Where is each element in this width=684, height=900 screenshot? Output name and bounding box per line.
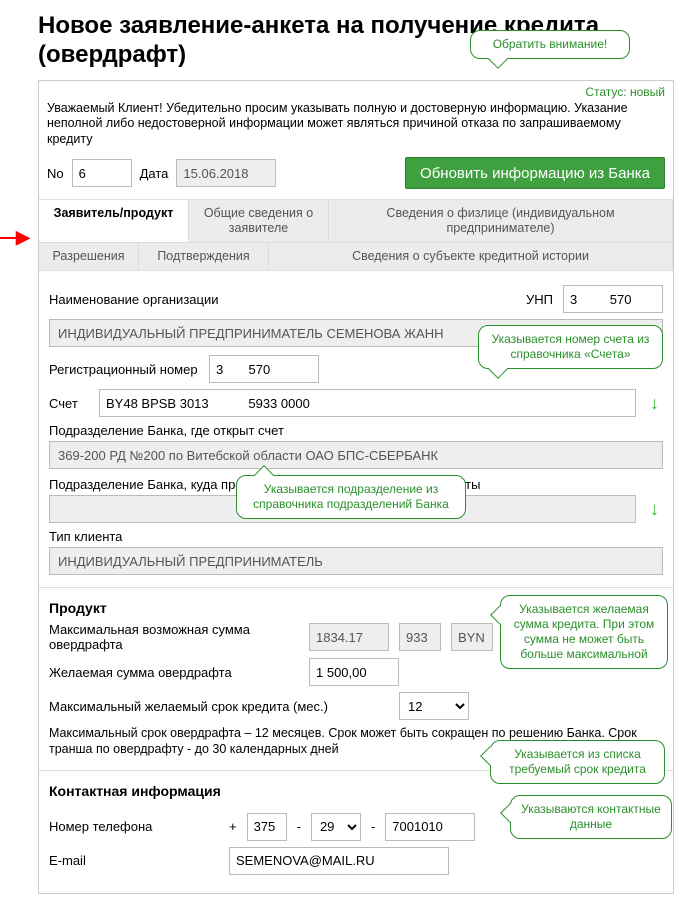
balloon-sum-text: Указывается желаемая сумма кредита. При … [514, 602, 655, 661]
email-input[interactable] [229, 847, 449, 875]
no-date-row: No Дата 15.06.2018 Обновить информацию и… [39, 157, 673, 199]
unp-label: УНП [526, 292, 553, 307]
branch-open-label: Подразделение Банка, где открыт счет [49, 423, 663, 438]
status-row: Статус: новый [39, 81, 673, 101]
max-overdraft-aux: 933 [399, 623, 441, 651]
tab-applicant-product[interactable]: Заявитель/продукт [39, 200, 189, 242]
tab-general-info[interactable]: Общие сведения о заявителе [189, 200, 329, 242]
plus-sign: + [229, 819, 237, 834]
balloon-contact: Указываются контактные данные [510, 795, 672, 839]
tab-confirmations[interactable]: Подтверждения [139, 243, 269, 270]
account-input[interactable] [99, 389, 636, 417]
tabs-primary: Заявитель/продукт Общие сведения о заяви… [39, 199, 673, 242]
balloon-term-text: Указывается из списка требуемый срок кре… [509, 747, 646, 776]
reg-no-label: Регистрационный номер [49, 362, 199, 377]
account-label: Счет [49, 396, 89, 411]
branch-docs-dropdown-icon[interactable]: ↓ [646, 499, 663, 520]
branch-open-value: 369-200 РД №200 по Витебской области ОАО… [49, 441, 663, 469]
date-label: Дата [140, 166, 169, 181]
tab-permissions[interactable]: Разрешения [39, 243, 139, 270]
currency-value: BYN [451, 623, 493, 651]
client-type-label: Тип клиента [49, 529, 663, 544]
balloon-sum: Указывается желаемая сумма кредита. При … [500, 595, 668, 669]
balloon-term: Указывается из списка требуемый срок кре… [490, 740, 665, 784]
tabs-secondary: Разрешения Подтверждения Сведения о субъ… [39, 242, 673, 270]
term-label: Максимальный желаемый срок кредита (мес.… [49, 699, 389, 714]
desired-sum-label: Желаемая сумма овердрафта [49, 665, 299, 680]
balloon-account: Указывается номер счета из справочника «… [478, 325, 663, 369]
balloon-attention-text: Обратить внимание! [493, 37, 608, 51]
status-value: новый [630, 85, 665, 99]
status-label: Статус: [585, 85, 626, 99]
unp-input[interactable] [563, 285, 663, 313]
phone-code-select[interactable]: 29 [311, 813, 361, 841]
dash1: - [297, 819, 301, 834]
max-overdraft-label: Максимальная возможная сумма овердрафта [49, 622, 299, 652]
phone-label: Номер телефона [49, 819, 219, 834]
org-name-label: Наименование организации [49, 292, 516, 307]
desired-sum-input[interactable] [309, 658, 399, 686]
balloon-branch: Указывается подразделение из справочника… [236, 475, 466, 519]
no-input[interactable] [72, 159, 132, 187]
term-select[interactable]: 12 [399, 692, 469, 720]
client-type-value: ИНДИВИДУАЛЬНЫЙ ПРЕДПРИНИМАТЕЛЬ [49, 547, 663, 575]
tab-credit-history[interactable]: Сведения о субъекте кредитной истории [269, 243, 673, 270]
tab-individual-info[interactable]: Сведения о физлице (индивидуальном предп… [329, 200, 673, 242]
date-value: 15.06.2018 [176, 159, 276, 187]
applicant-section: Наименование организации УНП ИНДИВИДУАЛЬ… [39, 270, 673, 587]
reg-no-input[interactable] [209, 355, 319, 383]
notice-text: Уважаемый Клиент! Убедительно просим ука… [47, 101, 665, 148]
balloon-account-text: Указывается номер счета из справочника «… [492, 332, 650, 361]
balloon-branch-text: Указывается подразделение из справочника… [253, 482, 449, 511]
no-label: No [47, 166, 64, 181]
max-overdraft-value: 1834.17 [309, 623, 389, 651]
refresh-bank-button[interactable]: Обновить информацию из Банка [405, 157, 665, 189]
balloon-contact-text: Указываются контактные данные [521, 802, 661, 831]
email-label: E-mail [49, 853, 219, 868]
phone-country-input[interactable] [247, 813, 287, 841]
phone-number-input[interactable] [385, 813, 475, 841]
dash2: - [371, 819, 375, 834]
balloon-attention: Обратить внимание! [470, 30, 630, 59]
account-dropdown-icon[interactable]: ↓ [646, 393, 663, 414]
